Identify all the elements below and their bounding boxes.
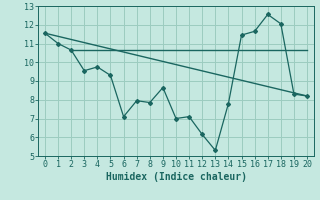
X-axis label: Humidex (Indice chaleur): Humidex (Indice chaleur) <box>106 172 246 182</box>
